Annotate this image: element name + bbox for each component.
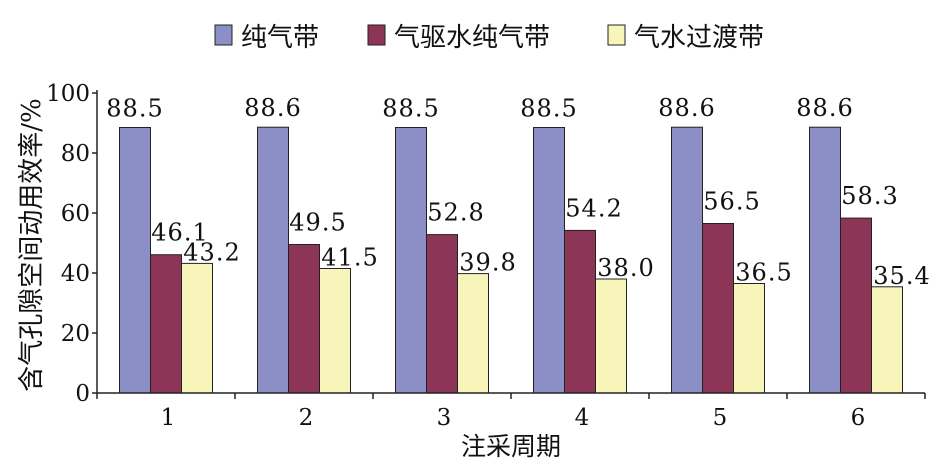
x-axis-title: 注采周期 — [461, 432, 561, 461]
data-label: 38.0 — [597, 254, 654, 282]
y-tick-label: 0 — [75, 381, 90, 407]
x-tick-label: 3 — [437, 405, 452, 431]
bar — [457, 273, 489, 394]
x-tick-label: 4 — [575, 405, 590, 431]
legend-swatch — [367, 24, 386, 46]
x-tick-label: 6 — [851, 405, 866, 431]
bar — [257, 126, 289, 394]
bar — [595, 278, 627, 394]
x-tick-label: 1 — [161, 405, 176, 431]
y-axis-title: 含气孔隙空间动用效率/% — [17, 98, 47, 391]
y-tick-label: 20 — [61, 321, 90, 347]
data-label: 35.4 — [873, 262, 930, 290]
bar — [533, 127, 565, 394]
data-label: 56.5 — [703, 188, 760, 216]
legend-label: 纯气带 — [241, 23, 319, 53]
y-tick-label: 60 — [61, 201, 90, 227]
legend-label: 气水过渡带 — [634, 23, 764, 53]
bar — [702, 223, 734, 394]
legend: 纯气带 气驱水纯气带 气水过渡带 — [214, 23, 764, 53]
bar — [150, 254, 182, 394]
legend-swatch — [214, 24, 233, 46]
bar — [733, 283, 765, 394]
bar — [426, 234, 458, 394]
bar — [564, 229, 596, 394]
bar — [319, 268, 351, 394]
data-label: 39.8 — [459, 249, 516, 277]
legend-item: 气水过渡带 — [607, 23, 764, 53]
data-label: 54.2 — [565, 194, 622, 222]
data-label: 88.6 — [658, 94, 715, 122]
data-label: 88.5 — [382, 95, 439, 123]
legend-item: 纯气带 — [214, 23, 319, 53]
legend-item: 气驱水纯气带 — [367, 23, 550, 53]
bar — [840, 217, 872, 394]
data-label: 58.3 — [841, 182, 898, 210]
data-labels: 88.5 88.6 88.5 88.5 88.6 88.6 46.1 49.5 52.8 54.2… — [106, 94, 930, 290]
bar — [671, 126, 703, 394]
y-tick-label: 100 — [46, 81, 90, 107]
bar — [395, 127, 427, 394]
bar — [809, 126, 841, 394]
legend-label: 气驱水纯气带 — [394, 23, 550, 53]
y-tick-label: 80 — [61, 141, 90, 167]
data-label: 88.6 — [796, 94, 853, 122]
x-tick-label: 2 — [299, 405, 314, 431]
data-label: 43.2 — [183, 238, 240, 266]
data-label: 36.5 — [735, 259, 792, 287]
data-label: 88.6 — [244, 94, 301, 122]
x-axis-ticks: 1 2 3 4 5 6 — [96, 393, 926, 431]
legend-swatch — [607, 24, 626, 46]
data-label: 41.5 — [321, 244, 378, 272]
data-label: 49.5 — [289, 209, 346, 237]
bar — [181, 262, 213, 394]
data-label: 52.8 — [427, 199, 484, 227]
data-label: 46.1 — [151, 219, 208, 247]
bars — [119, 126, 903, 394]
y-tick-label: 40 — [61, 261, 90, 287]
x-tick-label: 5 — [713, 405, 728, 431]
data-label: 88.5 — [520, 95, 577, 123]
data-label: 88.5 — [106, 95, 163, 123]
y-axis-ticks: 0 20 40 60 80 100 — [46, 81, 97, 407]
bar — [871, 286, 903, 394]
bar — [119, 127, 151, 394]
bar — [288, 244, 320, 394]
